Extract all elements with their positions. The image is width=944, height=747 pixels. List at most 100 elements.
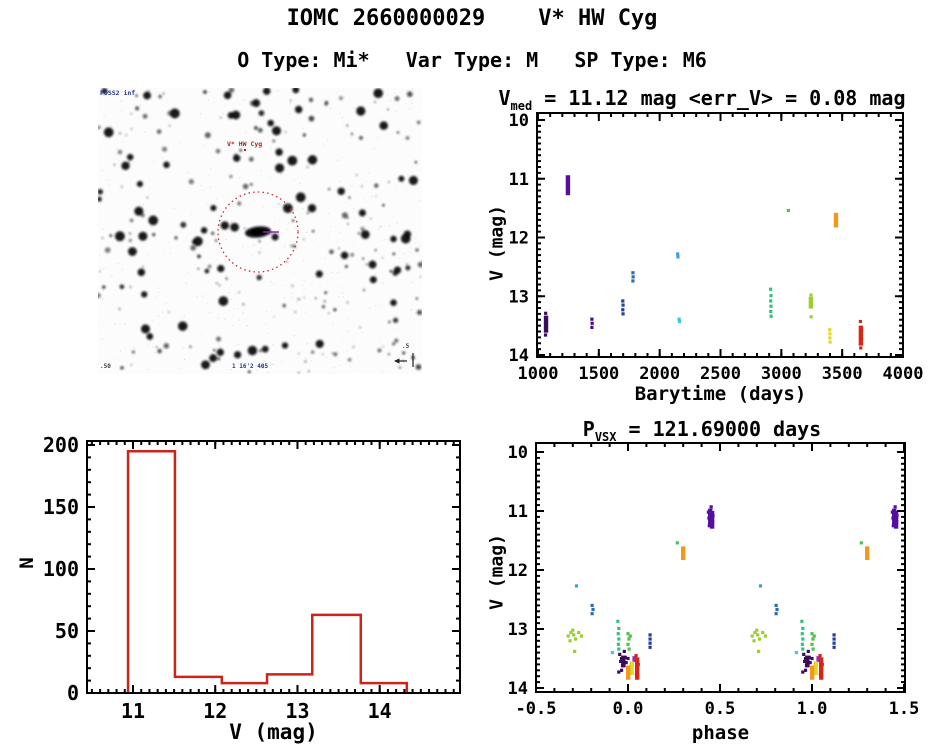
data-point — [769, 304, 773, 308]
data-point — [711, 514, 715, 518]
x-tick-label: -0.5 — [516, 699, 557, 719]
x-tick-label: 0.0 — [613, 699, 644, 719]
page-title: IOMC 2660000029 V* HW Cyg — [286, 6, 658, 31]
data-point — [769, 314, 773, 318]
data-bar — [816, 656, 821, 663]
data-point — [617, 647, 621, 651]
x-tick-label: 0.5 — [705, 699, 736, 719]
x-tick-label: 11 — [121, 699, 145, 723]
data-point — [812, 634, 816, 638]
data-point — [624, 661, 628, 665]
data-point — [807, 655, 811, 659]
data-bar — [621, 655, 626, 668]
data-point — [626, 642, 630, 646]
data-point — [774, 603, 778, 607]
data-point — [648, 637, 652, 641]
phase-title-pre: P — [582, 417, 595, 441]
data-point — [811, 637, 815, 641]
data-point — [809, 315, 813, 319]
phase-title-post: = 121.69000 days — [616, 417, 822, 441]
data-point — [569, 630, 573, 635]
data-bar — [809, 665, 815, 680]
data-point — [627, 647, 631, 651]
histogram-canvas: 11 12 13 14 0 50 100 150 200 — [43, 433, 461, 723]
data-point — [648, 645, 652, 649]
data-point — [832, 645, 836, 649]
page-subtitle: O Type: Mi* Var Type: M SP Type: M6 — [237, 48, 707, 72]
data-point — [619, 668, 624, 672]
data-point — [859, 328, 864, 332]
axis-ticks — [87, 441, 460, 694]
finder-chart-image: POSS2 inf V* HW Cyg 1 16'2 405 .50 .5 — [98, 88, 422, 374]
data-point — [617, 626, 621, 631]
data-point — [810, 642, 814, 646]
y-tick-label: 10 — [508, 443, 528, 463]
data-point — [677, 319, 682, 324]
data-point — [801, 647, 805, 651]
y-tick-label: 150 — [43, 495, 79, 519]
y-tick-label: 0 — [67, 681, 79, 705]
data-point — [802, 652, 806, 656]
compass — [394, 353, 414, 367]
data-point — [634, 673, 639, 677]
data-point — [617, 670, 621, 674]
data-point — [544, 321, 548, 325]
data-point — [828, 332, 832, 336]
data-point — [803, 659, 807, 664]
data-point — [810, 632, 814, 636]
data-point — [591, 607, 595, 612]
data-point — [810, 656, 814, 661]
data-point — [707, 524, 711, 528]
data-point — [801, 670, 805, 674]
data-bar — [813, 661, 818, 676]
x-tick-label: 1.0 — [797, 699, 828, 719]
data-point — [828, 336, 832, 340]
data-point — [769, 287, 773, 291]
data-point — [832, 637, 836, 641]
data-point — [621, 299, 625, 303]
x-tick-label: 1.5 — [889, 699, 920, 719]
data-point — [648, 633, 652, 637]
data-point — [808, 304, 813, 308]
x-tick-label: 12 — [203, 699, 227, 723]
data-point — [859, 346, 863, 350]
data-point — [574, 584, 579, 588]
data-point — [631, 279, 635, 283]
size-label: 1 16'2 405 — [232, 363, 269, 370]
data-point — [636, 662, 640, 666]
phase-y-axis-label: V (mag) — [486, 534, 508, 610]
data-point — [566, 634, 570, 638]
corner-label: .50 — [100, 363, 111, 370]
data-point — [676, 252, 680, 256]
data-point — [820, 662, 824, 666]
phase-x-axis-label: phase — [691, 722, 750, 744]
data-point — [804, 663, 809, 668]
data-point — [891, 516, 895, 520]
data-point — [618, 652, 622, 656]
data-point — [616, 642, 621, 646]
data-point — [590, 317, 594, 321]
x-tick-label: 1000 — [518, 364, 559, 384]
data-point — [590, 612, 594, 616]
data-point — [800, 642, 805, 646]
y-tick-label: 12 — [508, 561, 528, 581]
data-point — [895, 520, 899, 524]
data-point — [803, 668, 808, 672]
data-point — [818, 673, 823, 677]
data-point — [626, 656, 630, 661]
y-tick-label: 50 — [55, 619, 79, 643]
star-field — [98, 88, 422, 374]
x-tick-label: 3000 — [761, 364, 802, 384]
aperture-circle — [217, 191, 299, 273]
data-point — [579, 634, 584, 638]
data-point — [610, 651, 614, 655]
data-point — [803, 656, 808, 661]
x-tick-label: 4000 — [883, 364, 924, 384]
data-points — [126, 449, 409, 693]
data-bar — [565, 175, 571, 196]
data-bar — [865, 546, 870, 560]
y-tick-label: 200 — [43, 433, 79, 457]
y-tick-label: 11 — [509, 170, 529, 190]
y-tick-label: 12 — [509, 229, 529, 249]
data-point — [619, 659, 623, 664]
